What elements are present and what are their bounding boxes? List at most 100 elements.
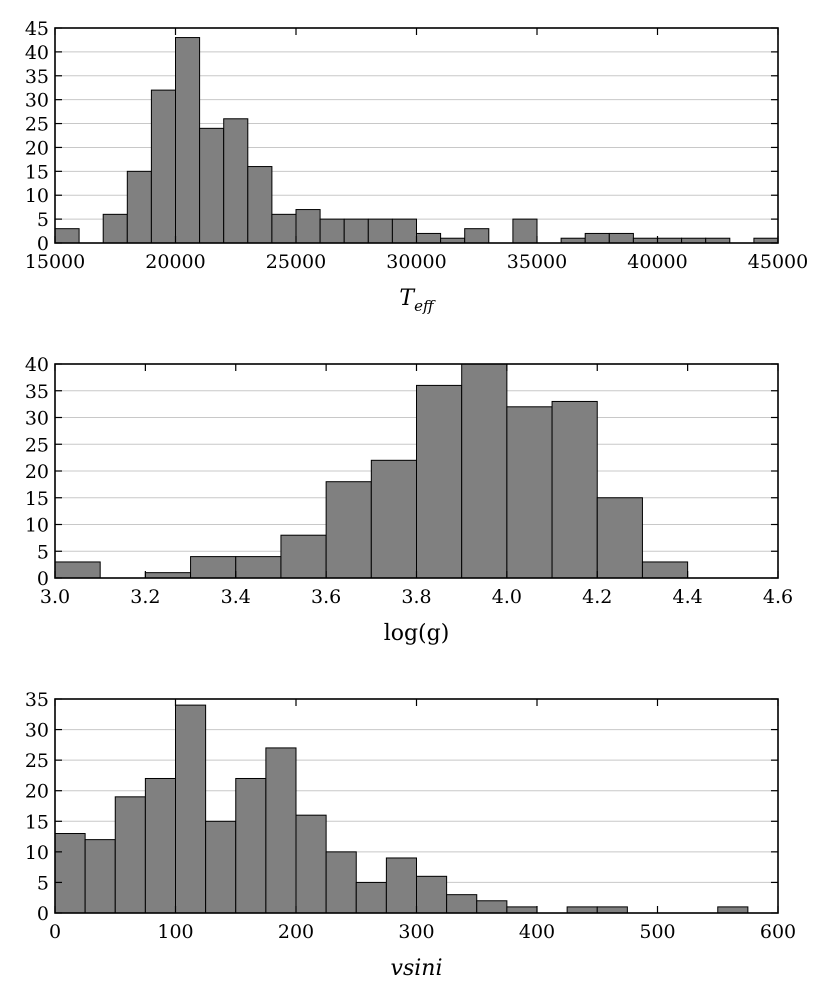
x-tick-label: 35000 <box>507 251 567 273</box>
y-tick-label: 15 <box>25 161 49 183</box>
x-tick-label: 4.2 <box>582 586 612 608</box>
histogram-bar <box>512 218 538 244</box>
histogram-bar <box>102 213 128 244</box>
y-tick-label: 10 <box>25 515 49 537</box>
histogram-bar <box>114 796 146 914</box>
histogram-bar <box>54 228 80 244</box>
vsini-histogram: 0 5 10 15 20 25 30 35 0 100 200 300 400 500 600 vsini <box>25 689 796 981</box>
histogram-bar <box>84 839 116 914</box>
histogram-bar <box>446 894 478 914</box>
histogram-bar <box>295 209 321 244</box>
histogram-bar <box>596 906 628 914</box>
histogram-bar <box>247 166 273 244</box>
x-tick-label: 0 <box>49 921 61 943</box>
histogram-bar <box>641 561 689 579</box>
histogram-bar <box>416 384 463 579</box>
x-tick-label: 3.4 <box>221 586 251 608</box>
histogram-bar <box>325 481 372 579</box>
histogram-bar <box>584 232 610 244</box>
logg-histogram: 0 5 10 15 20 25 30 35 40 3.0 3.2 3.4 3.6 3.8 4.0 4.2 4.4… <box>25 354 793 646</box>
x-tick-label: 200 <box>278 921 314 943</box>
y-tick-label: 35 <box>25 689 49 711</box>
histogram-bar <box>367 218 393 244</box>
y-tick-label: 30 <box>25 90 49 112</box>
y-tick-label: 30 <box>25 408 49 430</box>
x-tick-label: 500 <box>639 921 675 943</box>
x-tick-label: 3.6 <box>311 586 341 608</box>
histogram-bar <box>54 833 86 914</box>
histogram-bar <box>566 906 598 914</box>
histogram-bar <box>476 900 508 914</box>
histogram-bar <box>271 213 297 244</box>
y-tick-label: 25 <box>25 750 49 772</box>
x-tick-label: 400 <box>519 921 555 943</box>
histogram-bar <box>416 232 442 244</box>
y-tick-label: 15 <box>25 488 49 510</box>
x-tick-label: 15000 <box>25 251 85 273</box>
x-tick-label: 40000 <box>627 251 687 273</box>
histogram-bar <box>150 89 176 244</box>
histogram-bar <box>385 857 417 914</box>
y-tick-label: 10 <box>25 842 49 864</box>
y-tick-label: 0 <box>37 233 49 255</box>
histogram-bar <box>235 556 282 579</box>
histogram-bar <box>175 704 207 914</box>
histogram-bar <box>370 459 417 579</box>
y-tick-label: 15 <box>25 811 49 833</box>
histogram-bar <box>265 747 297 914</box>
x-tick-label: 30000 <box>386 251 446 273</box>
x-tick-label: 3.0 <box>40 586 70 608</box>
histogram-bar <box>54 561 101 579</box>
y-tick-label: 0 <box>37 903 49 925</box>
x-tick-label: 4.0 <box>492 586 522 608</box>
histogram-bar <box>295 814 327 914</box>
x-tick-label: 300 <box>398 921 434 943</box>
histogram-bar <box>199 127 225 244</box>
y-tick-label: 30 <box>25 720 49 742</box>
x-tick-label: 600 <box>760 921 796 943</box>
y-tick-label: 10 <box>25 185 49 207</box>
histogram-bar <box>506 906 538 914</box>
y-tick-label: 40 <box>25 354 49 376</box>
histogram-bar <box>343 218 369 244</box>
histogram-bar <box>596 497 643 579</box>
histogram-bar <box>205 820 237 914</box>
x-tick-label: 4.4 <box>673 586 703 608</box>
histogram-bar <box>319 218 345 244</box>
y-tick-label: 25 <box>25 434 49 456</box>
histogram-bar <box>506 406 553 579</box>
y-tick-label: 35 <box>25 66 49 88</box>
histogram-bar <box>464 228 490 244</box>
x-tick-label: 20000 <box>145 251 205 273</box>
histogram-bar <box>461 363 508 579</box>
histogram-bar <box>190 556 237 579</box>
y-tick-label: 5 <box>37 209 49 231</box>
x-tick-label: 4.6 <box>763 586 793 608</box>
x-tick-label: 3.2 <box>130 586 160 608</box>
histogram-bar <box>416 875 448 914</box>
y-tick-label: 5 <box>37 541 49 563</box>
y-tick-label: 45 <box>25 18 49 40</box>
y-tick-label: 35 <box>25 381 49 403</box>
y-tick-label: 20 <box>25 137 49 159</box>
histogram-bar <box>717 906 749 914</box>
histogram-bar <box>355 881 387 914</box>
y-tick-label: 5 <box>37 872 49 894</box>
histogram-bar <box>126 170 152 244</box>
histogram-bar <box>551 400 598 579</box>
x-tick-label: 25000 <box>266 251 326 273</box>
x-tick-label: 100 <box>157 921 193 943</box>
histogram-bar <box>608 232 634 244</box>
y-tick-label: 25 <box>25 114 49 136</box>
y-tick-label: 20 <box>25 461 49 483</box>
histogram-bar <box>144 572 192 579</box>
y-tick-label: 20 <box>25 781 49 803</box>
x-tick-label: 45000 <box>748 251 808 273</box>
y-tick-label: 0 <box>37 568 49 590</box>
histogram-bar <box>235 777 267 914</box>
histogram-bar <box>223 118 249 244</box>
histogram-bar <box>280 534 327 579</box>
histogram-bar <box>391 218 417 244</box>
